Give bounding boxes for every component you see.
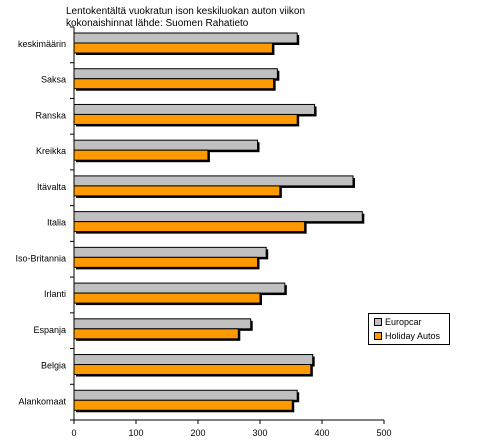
legend-label-europcar: Europcar <box>385 317 422 327</box>
bar-holiday-autos-itavalta <box>73 185 281 197</box>
bar-holiday-autos-espanja <box>73 328 239 340</box>
category-label-italia: Italia <box>47 218 66 228</box>
bar-europcar-alankomaat <box>73 389 298 401</box>
bar-europcar-iso-britannia <box>73 246 267 258</box>
bar-europcar-keskimaarin <box>73 32 298 44</box>
legend: Europcar Holiday Autos <box>368 313 450 345</box>
category-label-saksa: Saksa <box>41 75 66 85</box>
bar-holiday-autos-belgia <box>73 364 312 376</box>
x-tick-label-500: 500 <box>376 428 391 438</box>
bar-holiday-autos-irlanti <box>73 292 261 304</box>
category-label-itavalta: Itävalta <box>37 182 66 192</box>
bar-europcar-irlanti <box>73 282 286 294</box>
category-label-irlanti: Irlanti <box>44 289 66 299</box>
x-tick-label-0: 0 <box>71 428 76 438</box>
chart-title-line-2: kokonaishinnat lähde: Suomen Rahatieto <box>66 18 249 29</box>
bar-europcar-kreikka <box>73 139 259 151</box>
category-label-iso-britannia: Iso-Britannia <box>15 253 66 263</box>
bar-europcar-ranska <box>73 103 316 115</box>
legend-swatch-holiday-autos <box>374 332 382 340</box>
bar-europcar-espanja <box>73 318 252 330</box>
x-tick-label-400: 400 <box>314 428 329 438</box>
legend-swatch-europcar <box>374 318 382 326</box>
bar-holiday-autos-saksa <box>73 78 275 90</box>
category-label-keskimaarin: keskimäärin <box>18 39 66 49</box>
category-label-ranska: Ranska <box>35 110 66 120</box>
x-tick-label-200: 200 <box>190 428 205 438</box>
bar-europcar-saksa <box>73 68 278 80</box>
category-label-belgia: Belgia <box>41 361 66 371</box>
category-label-espanja: Espanja <box>33 325 66 335</box>
bar-europcar-belgia <box>73 354 314 366</box>
bar-europcar-itavalta <box>73 175 354 187</box>
legend-item-holiday-autos: Holiday Autos <box>374 331 440 341</box>
legend-label-holiday-autos: Holiday Autos <box>385 331 441 341</box>
bar-holiday-autos-ranska <box>73 113 298 125</box>
bar-holiday-autos-italia <box>73 221 306 233</box>
category-label-alankomaat: Alankomaat <box>18 396 66 406</box>
category-label-kreikka: Kreikka <box>36 146 66 156</box>
bar-holiday-autos-alankomaat <box>73 399 293 411</box>
x-tick-label-300: 300 <box>252 428 267 438</box>
bar-holiday-autos-kreikka <box>73 149 209 161</box>
x-tick-label-100: 100 <box>128 428 143 438</box>
legend-item-europcar: Europcar <box>374 317 422 327</box>
bar-holiday-autos-iso-britannia <box>73 256 259 268</box>
bar-europcar-italia <box>73 211 363 223</box>
bar-holiday-autos-keskimaarin <box>73 42 273 54</box>
chart-title-line-1: Lentokentältä vuokratun ison keskiluokan… <box>66 6 306 17</box>
